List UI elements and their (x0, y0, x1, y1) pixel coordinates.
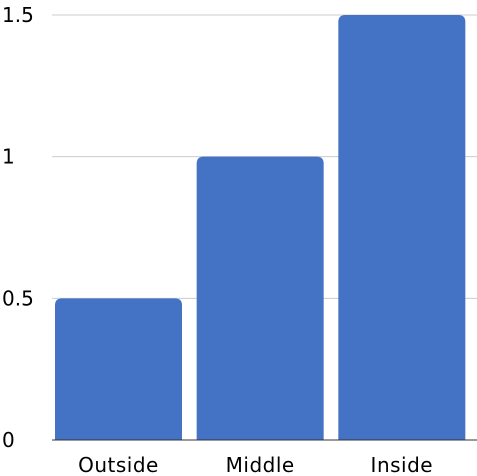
x-category-label: Outside (78, 453, 159, 476)
x-axis-categories: Outside Middle Inside (78, 453, 434, 476)
y-tick-label: 0 (2, 428, 15, 452)
bar-middle (196, 156, 324, 440)
x-category-label: Inside (371, 453, 434, 476)
bars (55, 15, 466, 440)
x-category-label: Middle (226, 453, 295, 476)
y-tick-label: 1.5 (2, 3, 34, 27)
y-axis-ticks: 0 0.5 1 1.5 (2, 3, 34, 452)
bar-inside (338, 15, 466, 440)
bar-outside (55, 298, 182, 440)
y-tick-label: 1 (2, 145, 15, 169)
y-tick-label: 0.5 (2, 286, 34, 310)
